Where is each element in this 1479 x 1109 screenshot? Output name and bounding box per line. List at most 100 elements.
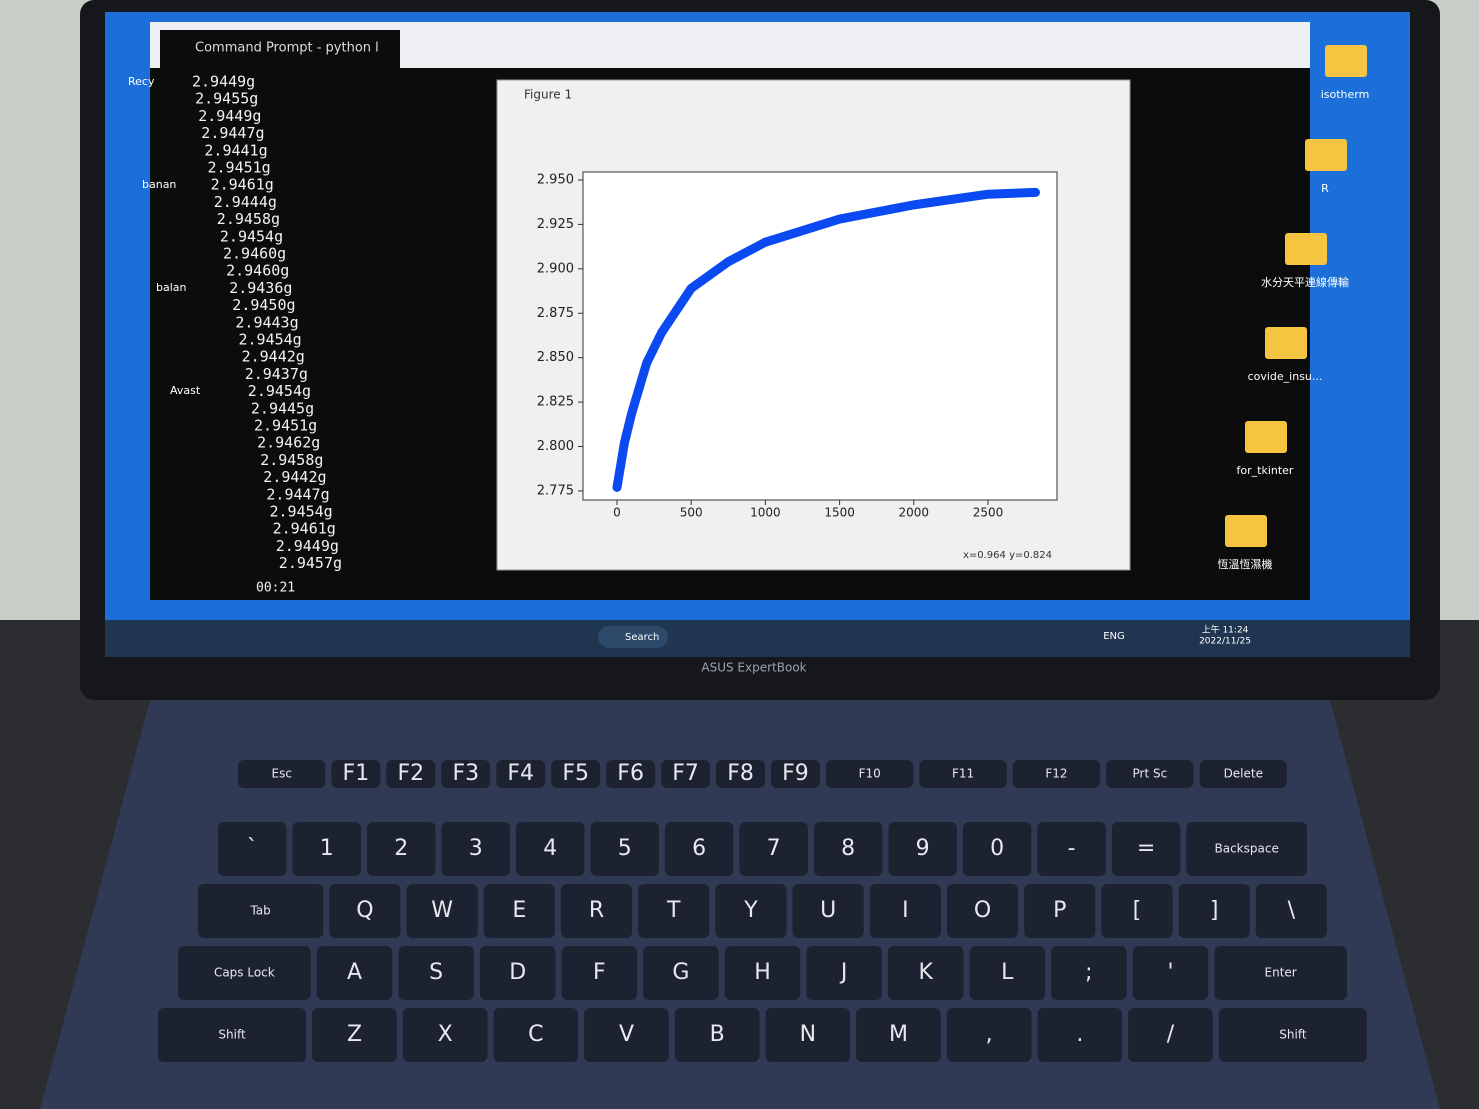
key-label: R xyxy=(589,898,604,923)
icon-label: 水分天平連線傳輸 xyxy=(1261,275,1349,289)
terminal-line: 2.9442g xyxy=(242,348,305,366)
key xyxy=(1037,1008,1123,1062)
key xyxy=(962,822,1032,876)
key-label: L xyxy=(1001,960,1014,985)
key xyxy=(312,1008,397,1062)
key xyxy=(1012,760,1101,788)
search-label[interactable]: Search xyxy=(625,632,659,643)
key xyxy=(869,884,941,938)
terminal-line: 2.9449g xyxy=(198,107,261,125)
search-box[interactable] xyxy=(598,626,668,648)
icon-label: banan xyxy=(142,178,176,191)
key xyxy=(1111,822,1181,876)
terminal-line: 2.9449g xyxy=(276,537,339,555)
terminal-tab xyxy=(160,30,400,68)
terminal-line: 2.9454g xyxy=(220,227,283,245)
y-tick-label: 2.875 xyxy=(537,306,574,321)
key-label: F11 xyxy=(952,767,974,781)
key-label: ] xyxy=(1210,898,1219,923)
key-label: U xyxy=(820,898,836,923)
y-tick-label: 2.800 xyxy=(537,439,574,454)
key xyxy=(1214,946,1347,1000)
key xyxy=(1199,760,1287,788)
key-label: \ xyxy=(1288,898,1296,923)
key-label: Caps Lock xyxy=(214,966,275,980)
terminal-line: 2.9447g xyxy=(201,124,264,142)
key xyxy=(441,822,510,876)
keyboard: Esc F1 F2 F3 F4 F5 F6 F7 F8 F9 F10 F11 F12 Prt Sc Dele… xyxy=(158,760,1367,1062)
key-label: F7 xyxy=(672,761,699,786)
key xyxy=(661,760,711,788)
key-label: W xyxy=(431,898,453,923)
key xyxy=(483,884,555,938)
key xyxy=(813,822,883,876)
key xyxy=(919,760,1007,788)
key-label: 5 xyxy=(618,836,632,861)
folder-icon xyxy=(1305,139,1347,171)
key xyxy=(1106,760,1194,788)
desktop-icons: isotherm R 水分天平連線傳輸 covide_insu... for_tkint… xyxy=(128,45,1369,571)
key xyxy=(158,1008,307,1062)
key xyxy=(198,884,324,938)
key-label: 4 xyxy=(543,836,557,861)
key-label: V xyxy=(619,1022,634,1047)
key-label: P xyxy=(1053,898,1066,923)
key xyxy=(1186,822,1307,876)
key xyxy=(643,946,719,1000)
terminal-line: 2.9458g xyxy=(217,210,280,228)
key-label: F10 xyxy=(859,767,881,781)
key-label: 6 xyxy=(692,836,706,861)
icon-label: for_tkinter xyxy=(1237,464,1294,477)
clock-date: 2022/11/25 xyxy=(1199,637,1251,647)
folder-icon xyxy=(1285,233,1327,265)
icon-label: balan xyxy=(156,281,187,294)
terminal-line: 2.9441g xyxy=(204,141,267,159)
icon-label: Recy xyxy=(128,75,155,88)
key-label: ` xyxy=(247,836,258,861)
terminal-line: 2.9449g xyxy=(192,73,255,91)
y-tick-label: 2.825 xyxy=(537,395,574,410)
x-tick-label: 2000 xyxy=(899,506,930,520)
key xyxy=(178,946,311,1000)
key xyxy=(584,1008,669,1062)
y-tick-label: 2.950 xyxy=(537,172,574,187)
y-tick-label: 2.900 xyxy=(537,261,574,276)
x-tick-label: 1000 xyxy=(750,506,781,520)
key xyxy=(638,884,710,938)
key-label: J xyxy=(839,960,848,985)
key xyxy=(493,1008,579,1062)
key-label: ' xyxy=(1167,960,1173,985)
folder-icon xyxy=(1265,327,1307,359)
key-label: H xyxy=(754,960,771,985)
key xyxy=(561,946,638,1000)
terminal-line: 2.9437g xyxy=(245,365,308,383)
terminal-output: 2.9449g2.9455g2.9449g2.9447g2.9441g2.945… xyxy=(192,73,342,596)
key xyxy=(402,1008,488,1062)
key-label: / xyxy=(1167,1022,1175,1047)
icon-label: R xyxy=(1321,182,1329,195)
key-label: C xyxy=(528,1022,543,1047)
key-label: Backspace xyxy=(1215,842,1279,856)
key-label: F2 xyxy=(398,761,425,786)
key-label: T xyxy=(666,898,681,923)
key-label: O xyxy=(974,898,991,923)
key xyxy=(715,884,787,938)
key-label: Delete xyxy=(1224,767,1263,781)
language: ENG xyxy=(1103,631,1125,642)
key xyxy=(739,822,808,876)
key xyxy=(674,1008,760,1062)
key xyxy=(1128,1008,1213,1062)
key xyxy=(560,884,633,938)
key xyxy=(1218,1008,1367,1062)
key-label: X xyxy=(438,1022,453,1047)
icon-label: Avast xyxy=(170,384,201,397)
key xyxy=(1037,822,1106,876)
key xyxy=(825,760,914,788)
key xyxy=(331,760,381,788)
key xyxy=(946,884,1019,938)
key xyxy=(1178,884,1250,938)
terminal-line: 2.9460g xyxy=(226,262,289,280)
key xyxy=(366,822,436,876)
terminal-line: 2.9455g xyxy=(195,90,258,108)
